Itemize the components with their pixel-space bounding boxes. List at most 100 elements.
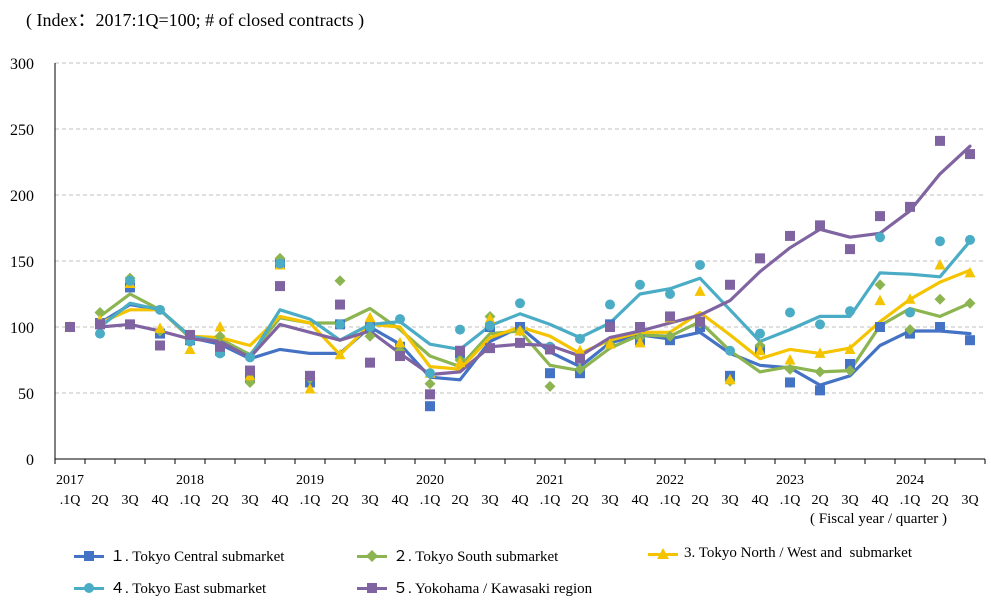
data-point-s5 [65,322,75,332]
x-tick-label: 2Q [211,493,228,508]
data-point-s3 [484,313,496,324]
x-year-label: 2019 [296,473,324,488]
data-point-s5 [815,220,825,231]
data-point-s2 [784,363,796,375]
data-point-s4 [935,236,945,247]
data-point-s2 [934,293,946,305]
data-point-s2 [424,378,436,390]
x-year-label: 2021 [536,473,564,488]
data-point-s5 [875,211,885,222]
data-point-s3 [454,356,466,368]
data-point-s3 [184,343,196,354]
x-tick-label: 2Q [451,493,468,508]
x-tick-label: 2Q [91,493,108,508]
data-point-s5 [665,311,675,322]
x-year-label: 2024 [896,473,924,488]
data-point-s5 [365,357,375,368]
data-point-s1 [935,322,945,332]
data-point-s5 [605,322,615,332]
x-tick-label: 3Q [961,493,978,508]
x-year-label: 2023 [776,473,804,488]
x-tick-label: 2Q [811,493,828,508]
data-point-s1 [875,322,885,332]
data-point-s5 [125,319,135,330]
data-point-s3 [634,336,646,348]
chart-title: ( Index：2017:1Q=100; # of closed contrac… [26,10,365,30]
x-tick-label: 3Q [241,493,258,508]
x-tick-label: 3Q [121,493,138,508]
x-tick-label: .1Q [300,493,321,508]
data-point-s5 [335,299,345,310]
data-point-s4 [125,275,135,286]
x-year-label: 2022 [656,473,684,488]
x-tick-label: 4Q [871,493,888,508]
x-tick-label: .1Q [660,493,681,508]
data-point-s4 [695,259,705,270]
data-point-s4 [815,319,825,330]
data-point-s1 [425,401,435,412]
data-point-s3 [364,311,376,323]
data-point-s4 [425,368,435,379]
data-point-s3 [604,338,616,349]
data-point-s5 [485,343,495,354]
x-tick-label: .1Q [420,493,441,508]
data-point-s4 [725,345,735,356]
series-lines [98,144,972,387]
data-point-s4 [875,232,885,243]
series-markers [64,135,976,412]
data-point-s2 [574,363,586,375]
data-point-s4 [515,298,525,309]
data-point-s2 [544,380,556,392]
data-point-s3 [214,321,226,332]
data-point-s5 [965,149,975,160]
x-axis-label: ( Fiscal year / quarter ) [810,511,948,527]
x-tick-label: 4Q [271,493,288,508]
data-point-s3 [754,344,766,356]
data-point-s4 [275,258,285,269]
data-point-s5 [635,322,645,332]
data-point-s3 [934,258,946,270]
data-point-s3 [814,347,826,358]
data-point-s4 [395,314,405,325]
x-tick-label: 4Q [511,493,528,508]
x-tick-label: 4Q [391,493,408,508]
data-point-s5 [275,281,285,292]
x-tick-label: 4Q [631,493,648,508]
data-point-s3 [574,344,586,356]
x-tick-label: 2Q [691,493,708,508]
data-point-s5 [425,389,435,400]
data-point-s2 [874,279,886,291]
x-tick-label: 3Q [721,493,738,508]
data-point-s4 [605,299,615,310]
data-point-s5 [95,319,105,330]
data-point-s2 [814,366,826,378]
data-point-s5 [215,341,225,352]
series-line-5 [98,144,972,377]
y-tick-label: 150 [10,254,34,271]
x-tick-label: 2Q [931,493,948,508]
data-point-s4 [575,333,585,344]
x-tick-label: 3Q [841,493,858,508]
x-tick-label: 3Q [361,493,378,508]
data-point-s5 [455,345,465,356]
data-point-s3 [514,324,526,336]
data-point-s3 [904,293,916,304]
data-point-s2 [94,306,106,318]
y-tick-label: 300 [10,56,34,73]
data-point-s4 [155,304,165,315]
data-point-s5 [155,340,165,351]
x-year-label: 2018 [176,473,204,488]
data-point-s4 [455,324,465,335]
data-point-s3 [784,354,796,365]
x-tick-label: 4Q [151,493,168,508]
y-tick-labels: 0 50 100 150 200 250 300 [10,56,34,469]
x-tick-label: .1Q [60,493,81,508]
data-point-s2 [364,330,376,342]
x-tick-labels: .1Q 2Q 3Q 4Q .1Q 2Q 3Q 4Q .1Q 2Q 3Q 4Q .1Q 2Q 3Q 4Q .1Q 2… [56,473,979,508]
data-point-s2 [334,275,346,287]
x-tick-label: .1Q [540,493,561,508]
data-point-s5 [395,351,405,362]
data-point-s4 [95,328,105,339]
data-point-s4 [785,307,795,318]
data-point-s4 [665,289,675,299]
